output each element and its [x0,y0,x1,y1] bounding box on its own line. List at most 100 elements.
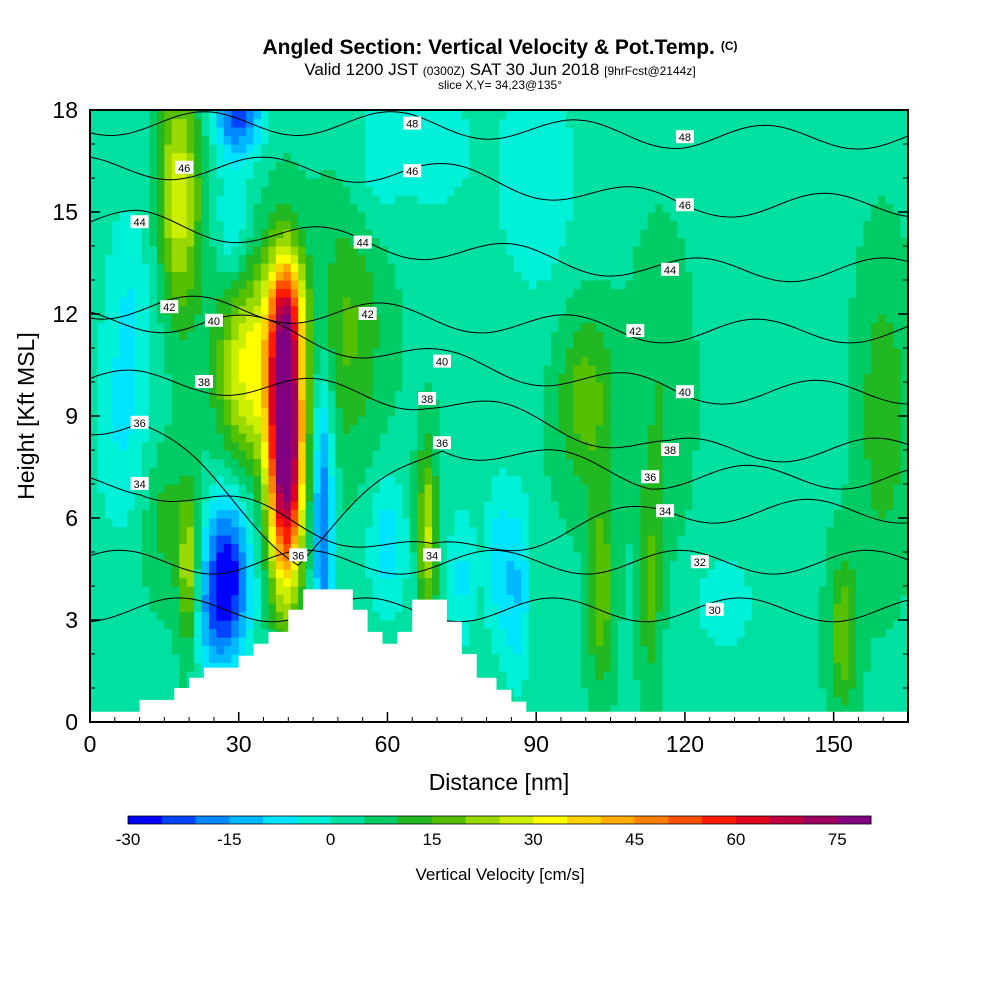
velocity-cell [253,220,262,230]
velocity-cell [127,654,136,664]
velocity-cell [387,586,396,596]
velocity-cell [372,450,381,460]
velocity-cell [156,560,165,570]
velocity-cell [216,297,225,307]
velocity-cell [261,135,270,145]
velocity-cell [201,645,210,655]
velocity-cell [595,492,604,502]
velocity-cell [469,254,478,264]
forecast-tag: [9hrFcst@2144z] [604,64,696,78]
velocity-cell [580,186,589,196]
velocity-cell [320,305,329,315]
velocity-cell [201,135,210,145]
velocity-cell [484,526,493,536]
velocity-cell [342,280,351,290]
velocity-cell [439,552,448,562]
velocity-cell [149,535,158,545]
velocity-cell [528,305,537,315]
velocity-cell [588,586,597,596]
velocity-cell [246,339,255,349]
velocity-cell [97,688,106,698]
velocity-cell [513,416,522,426]
velocity-cell [246,543,255,553]
velocity-cell [298,450,307,460]
velocity-cell [588,637,597,647]
velocity-cell [327,152,336,162]
velocity-cell [506,526,515,536]
velocity-cell [461,178,470,188]
velocity-cell [104,433,113,443]
velocity-cell [119,254,128,264]
velocity-cell [402,339,411,349]
velocity-cell [409,271,418,281]
velocity-cell [97,424,106,434]
velocity-cell [179,671,188,681]
velocity-cell [171,407,180,417]
velocity-cell [499,195,508,205]
velocity-cell [186,152,195,162]
velocity-cell [216,280,225,290]
velocity-cell [387,424,396,434]
velocity-cell [171,433,180,443]
velocity-cell [149,501,158,511]
velocity-cell [201,161,210,171]
velocity-cell [573,263,582,273]
velocity-cell [595,594,604,604]
velocity-cell [275,280,284,290]
velocity-cell [171,679,180,689]
velocity-cell [223,586,232,596]
velocity-cell [521,424,530,434]
velocity-cell [513,390,522,400]
velocity-cell [149,458,158,468]
velocity-cell [469,195,478,205]
velocity-cell [246,552,255,562]
velocity-cell [142,237,151,247]
velocity-cell [573,382,582,392]
velocity-cell [595,127,604,137]
velocity-cell [275,458,284,468]
velocity-cell [506,271,515,281]
velocity-cell [558,475,567,485]
velocity-cell [164,543,173,553]
velocity-cell [536,246,545,256]
velocity-cell [365,186,374,196]
velocity-cell [536,152,545,162]
velocity-cell [469,518,478,528]
velocity-cell [491,127,500,137]
velocity-cell [275,407,284,417]
velocity-cell [134,237,143,247]
velocity-cell [350,169,359,179]
velocity-cell [261,458,270,468]
velocity-cell [491,161,500,171]
velocity-cell [446,263,455,273]
velocity-cell [543,628,552,638]
velocity-cell [268,535,277,545]
velocity-cell [573,322,582,332]
velocity-cell [469,441,478,451]
velocity-cell [127,288,136,298]
velocity-cell [186,305,195,315]
velocity-cell [104,441,113,451]
velocity-cell [491,484,500,494]
velocity-cell [261,365,270,375]
velocity-cell [223,144,232,154]
velocity-cell [246,152,255,162]
velocity-cell [342,246,351,256]
velocity-cell [313,263,322,273]
velocity-cell [365,526,374,536]
velocity-cell [424,161,433,171]
velocity-cell [432,314,441,324]
velocity-cell [506,314,515,324]
velocity-cell [149,577,158,587]
velocity-cell [595,671,604,681]
velocity-cell [104,645,113,655]
velocity-cell [90,407,99,417]
velocity-cell [134,637,143,647]
velocity-cell [142,518,151,528]
velocity-cell [298,569,307,579]
velocity-cell [513,586,522,596]
velocity-cell [513,246,522,256]
velocity-cell [320,203,329,213]
velocity-cell [231,441,240,451]
velocity-cell [112,280,121,290]
